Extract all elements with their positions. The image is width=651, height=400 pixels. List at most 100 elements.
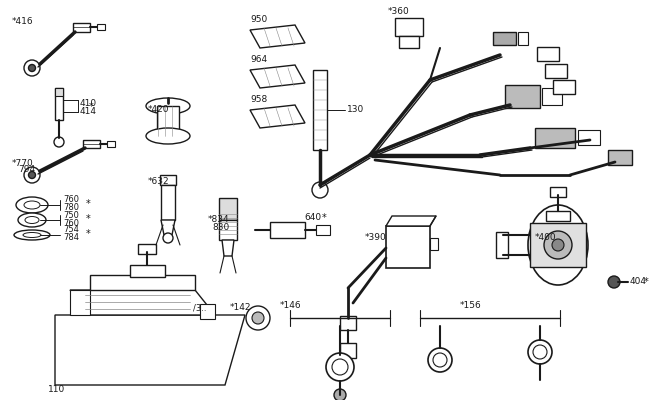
Text: *770: *770 — [12, 158, 34, 168]
Ellipse shape — [23, 232, 41, 238]
Polygon shape — [83, 140, 100, 148]
Bar — [157, 106, 179, 136]
Text: /3..: /3.. — [193, 304, 206, 312]
Circle shape — [433, 353, 447, 367]
Circle shape — [332, 359, 348, 375]
Text: *156: *156 — [460, 300, 482, 310]
Circle shape — [608, 276, 620, 288]
Polygon shape — [340, 343, 356, 358]
Text: 414: 414 — [80, 106, 97, 116]
Circle shape — [252, 312, 264, 324]
Circle shape — [334, 389, 346, 400]
Bar — [386, 226, 430, 268]
Ellipse shape — [14, 230, 50, 240]
Polygon shape — [55, 315, 245, 385]
Text: *: * — [644, 277, 649, 287]
Text: 754: 754 — [63, 226, 79, 234]
Text: 760: 760 — [63, 196, 79, 204]
Circle shape — [428, 348, 452, 372]
Polygon shape — [535, 128, 575, 148]
Circle shape — [163, 233, 173, 243]
Text: 130: 130 — [347, 106, 365, 114]
Polygon shape — [537, 47, 559, 61]
Text: *142: *142 — [230, 304, 251, 312]
Text: *: * — [89, 102, 94, 112]
Text: 958: 958 — [250, 96, 268, 104]
Text: 750: 750 — [63, 210, 79, 220]
Polygon shape — [545, 64, 567, 78]
Bar — [546, 211, 570, 221]
Text: 950: 950 — [250, 16, 268, 24]
Text: *: * — [86, 229, 90, 239]
Text: *: * — [86, 214, 90, 224]
Circle shape — [552, 239, 564, 251]
Polygon shape — [578, 130, 600, 145]
Text: *390: *390 — [365, 232, 387, 242]
Text: *: * — [86, 199, 90, 209]
Bar — [219, 220, 237, 240]
Text: 640: 640 — [304, 214, 321, 222]
Circle shape — [544, 231, 572, 259]
Circle shape — [24, 60, 40, 76]
Text: 110: 110 — [48, 386, 65, 394]
Polygon shape — [73, 23, 90, 32]
Polygon shape — [518, 32, 528, 45]
Polygon shape — [70, 290, 90, 315]
Bar — [316, 225, 330, 235]
Text: 780: 780 — [63, 204, 79, 212]
Ellipse shape — [16, 197, 48, 213]
Circle shape — [246, 306, 270, 330]
Bar — [530, 223, 586, 267]
Ellipse shape — [18, 213, 46, 227]
Bar — [313, 70, 327, 150]
Polygon shape — [250, 105, 305, 128]
Circle shape — [29, 172, 36, 178]
Text: *834: *834 — [208, 216, 230, 224]
Bar — [160, 175, 176, 185]
Bar — [97, 24, 105, 30]
Circle shape — [24, 167, 40, 183]
Polygon shape — [493, 32, 516, 45]
Circle shape — [54, 137, 64, 147]
Polygon shape — [553, 80, 575, 94]
Text: 404: 404 — [630, 278, 647, 286]
Text: 784: 784 — [63, 234, 79, 242]
Bar — [270, 222, 305, 238]
Ellipse shape — [528, 205, 588, 285]
Text: *: * — [322, 213, 327, 223]
Text: *360: *360 — [388, 8, 409, 16]
Circle shape — [312, 182, 328, 198]
Ellipse shape — [146, 128, 190, 144]
Bar — [200, 304, 215, 319]
Text: 794: 794 — [18, 166, 35, 174]
Polygon shape — [250, 25, 305, 48]
Bar — [107, 141, 115, 147]
Polygon shape — [55, 88, 63, 96]
Bar — [430, 238, 438, 250]
Polygon shape — [542, 88, 562, 105]
Circle shape — [29, 64, 36, 72]
Bar — [161, 185, 175, 220]
Ellipse shape — [25, 216, 39, 224]
Polygon shape — [608, 150, 632, 165]
Polygon shape — [70, 290, 215, 315]
Bar — [399, 36, 419, 48]
Bar — [55, 88, 63, 120]
Polygon shape — [90, 275, 195, 290]
Text: 410: 410 — [80, 98, 97, 108]
Bar — [496, 232, 508, 258]
Circle shape — [528, 340, 552, 364]
Text: *632: *632 — [148, 178, 170, 186]
Text: *400: *400 — [535, 232, 557, 242]
Bar — [130, 265, 165, 277]
Text: 830: 830 — [212, 224, 229, 232]
Circle shape — [326, 353, 354, 381]
Ellipse shape — [146, 98, 190, 114]
Bar — [395, 18, 423, 36]
Polygon shape — [505, 85, 540, 108]
Polygon shape — [161, 220, 175, 235]
Polygon shape — [222, 240, 234, 256]
Text: *420: *420 — [148, 106, 169, 114]
Text: *416: *416 — [12, 18, 34, 26]
Text: 964: 964 — [250, 56, 267, 64]
